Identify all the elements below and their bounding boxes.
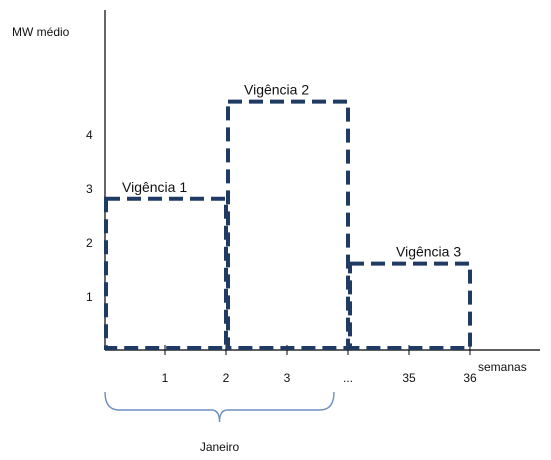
- y-tick-labels: 1 2 3 4: [86, 128, 93, 304]
- janeiro-label: Janeiro: [200, 440, 240, 454]
- vigencia-periods: Vigência 1 Vigência 2 Vigência 3: [104, 82, 472, 351]
- y-tick-label-4: 4: [86, 128, 93, 142]
- x-tick-label: ...: [343, 371, 353, 385]
- vigencia-2-rect: [226, 99, 350, 350]
- x-tick-label: 36: [463, 371, 477, 385]
- x-tick-marks: 1 2 3... 35 36: [162, 345, 477, 385]
- y-tick-label-1: 1: [86, 290, 93, 304]
- y-tick-label-2: 2: [86, 236, 93, 250]
- x-axis-label: semanas: [478, 360, 527, 374]
- y-axis-label: MW médio: [12, 25, 70, 39]
- vigencia-1-label: Vigência 1: [122, 179, 187, 195]
- vigencia-3-label: Vigência 3: [396, 244, 461, 260]
- y-tick-label-3: 3: [86, 182, 93, 196]
- x-tick-label: 1: [162, 371, 169, 385]
- x-tick-label: 3: [284, 371, 291, 385]
- x-tick-label: 2: [223, 371, 230, 385]
- janeiro-brace: [104, 391, 335, 423]
- vigencia-2-label: Vigência 2: [244, 82, 309, 98]
- annotations: Janeiro: [104, 391, 335, 454]
- vigencia-1-rect: [104, 196, 228, 350]
- x-tick-label: 35: [402, 371, 416, 385]
- vigencia-3-rect: [348, 261, 472, 351]
